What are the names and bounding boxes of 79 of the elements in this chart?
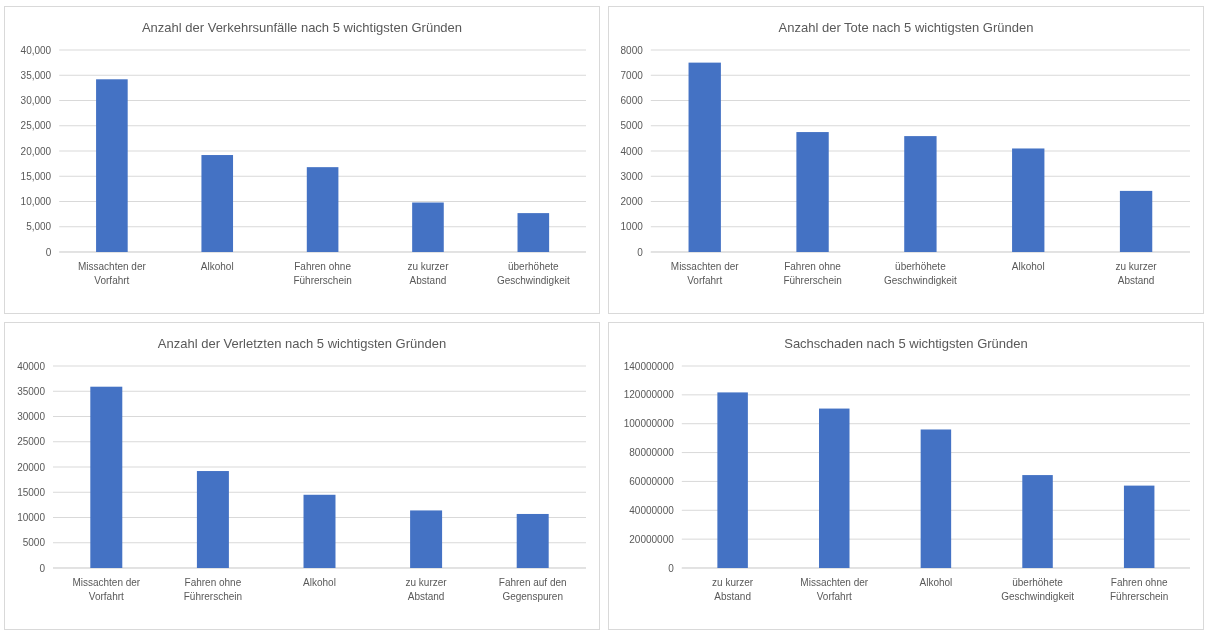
- y-tick-label: 5000: [620, 120, 644, 132]
- bar: [1012, 148, 1045, 252]
- y-tick-label: 35,000: [20, 69, 52, 81]
- y-tick-label: 15000: [17, 486, 46, 498]
- x-tick-label: überhöhete Geschwindigkeit: [1001, 577, 1075, 602]
- bar: [796, 132, 829, 252]
- x-tick-label: überhöhete Geschwindigkeit: [496, 261, 570, 286]
- x-tick-label: Fahren ohne Führerschein: [1110, 577, 1169, 602]
- y-tick-label: 80000000: [629, 447, 675, 459]
- x-tick-label: Fahren ohne Führerschein: [183, 577, 243, 602]
- x-tick-label: Alkohol: [200, 261, 234, 272]
- x-tick-label: überhöhete Geschwindigkeit: [883, 261, 958, 286]
- y-tick-label: 6000: [620, 95, 644, 106]
- x-tick-label: Alkohol: [919, 577, 953, 588]
- bar: [1119, 190, 1153, 252]
- bar: [96, 79, 128, 252]
- y-tick-label: 15,000: [20, 170, 52, 182]
- x-tick-label: zu kurzer Abstand: [712, 577, 754, 602]
- y-tick-label: 60000000: [629, 475, 675, 487]
- bar: [516, 513, 549, 568]
- y-tick-label: 25000: [17, 436, 46, 448]
- y-tick-label: 20,000: [20, 145, 52, 157]
- chart-title: Anzahl der Verkehrsunfälle nach 5 wichtigsten Gründen: [141, 20, 463, 35]
- y-tick-label: 7000: [620, 69, 644, 81]
- y-tick-label: 25,000: [20, 120, 52, 132]
- chart-title: Sachschaden nach 5 wichtigsten Gründen: [784, 336, 1028, 351]
- bar: [412, 202, 444, 252]
- x-tick-label: Fahren auf den Gegenspuren: [498, 577, 567, 602]
- y-tick-label: 40,000: [20, 44, 52, 56]
- y-tick-label: 30,000: [20, 95, 52, 106]
- y-tick-label: 0: [637, 246, 644, 258]
- x-tick-label: zu kurzer Abstand: [407, 261, 450, 286]
- bar: [920, 429, 952, 568]
- bar: [717, 392, 748, 568]
- bar: [201, 155, 234, 252]
- x-tick-label: zu kurzer Abstand: [405, 577, 448, 602]
- x-tick-label: zu kurzer Abstand: [1115, 261, 1158, 286]
- y-tick-label: 4000: [620, 145, 644, 157]
- bar: [410, 510, 443, 568]
- y-tick-label: 8000: [620, 44, 644, 56]
- y-tick-label: 0: [45, 246, 52, 258]
- x-tick-label: Missachten der Vorfahrt: [800, 577, 869, 602]
- x-tick-label: Fahren ohne Führerschein: [293, 261, 352, 286]
- bar: [517, 213, 550, 252]
- bar: [306, 167, 339, 252]
- y-tick-label: 20000000: [629, 533, 675, 545]
- y-tick-label: 1000: [620, 221, 644, 233]
- x-tick-label: Missachten der Vorfahrt: [77, 261, 147, 286]
- bar: [819, 408, 850, 568]
- x-tick-label: Alkohol: [303, 577, 336, 588]
- y-tick-label: 3000: [620, 170, 644, 182]
- bar: [1123, 485, 1155, 568]
- x-tick-label: Alkohol: [1011, 261, 1045, 272]
- bar: [90, 386, 123, 568]
- x-tick-label: Missachten der Vorfahrt: [72, 577, 141, 602]
- y-tick-label: 10000: [17, 512, 46, 523]
- y-tick-label: 35000: [17, 385, 46, 397]
- y-tick-label: 2000: [620, 196, 644, 207]
- y-tick-label: 5000: [22, 537, 46, 549]
- y-tick-label: 5,000: [26, 221, 52, 233]
- y-tick-label: 30000: [17, 411, 46, 422]
- chart-title: Anzahl der Verletzten nach 5 wichtigsten Gründen: [157, 336, 447, 351]
- bar: [196, 471, 229, 568]
- bar: [303, 494, 336, 568]
- y-tick-label: 40000000: [629, 504, 675, 516]
- y-tick-label: 0: [668, 562, 675, 574]
- chart-title: Anzahl der Tote nach 5 wichtigsten Gründen: [778, 20, 1034, 35]
- y-tick-label: 140000000: [623, 360, 675, 372]
- y-tick-label: 120000000: [623, 389, 675, 401]
- bar: [1022, 475, 1053, 568]
- y-tick-label: 20000: [17, 461, 46, 473]
- x-tick-label: Fahren ohne Führerschein: [783, 261, 842, 286]
- y-tick-label: 40000: [17, 360, 46, 372]
- x-tick-label: Missachten der Vorfahrt: [670, 261, 740, 286]
- bar: [688, 62, 721, 252]
- y-tick-label: 100000000: [623, 418, 675, 430]
- bar: [904, 136, 937, 252]
- y-tick-label: 0: [39, 562, 46, 574]
- y-tick-label: 10,000: [20, 196, 52, 207]
